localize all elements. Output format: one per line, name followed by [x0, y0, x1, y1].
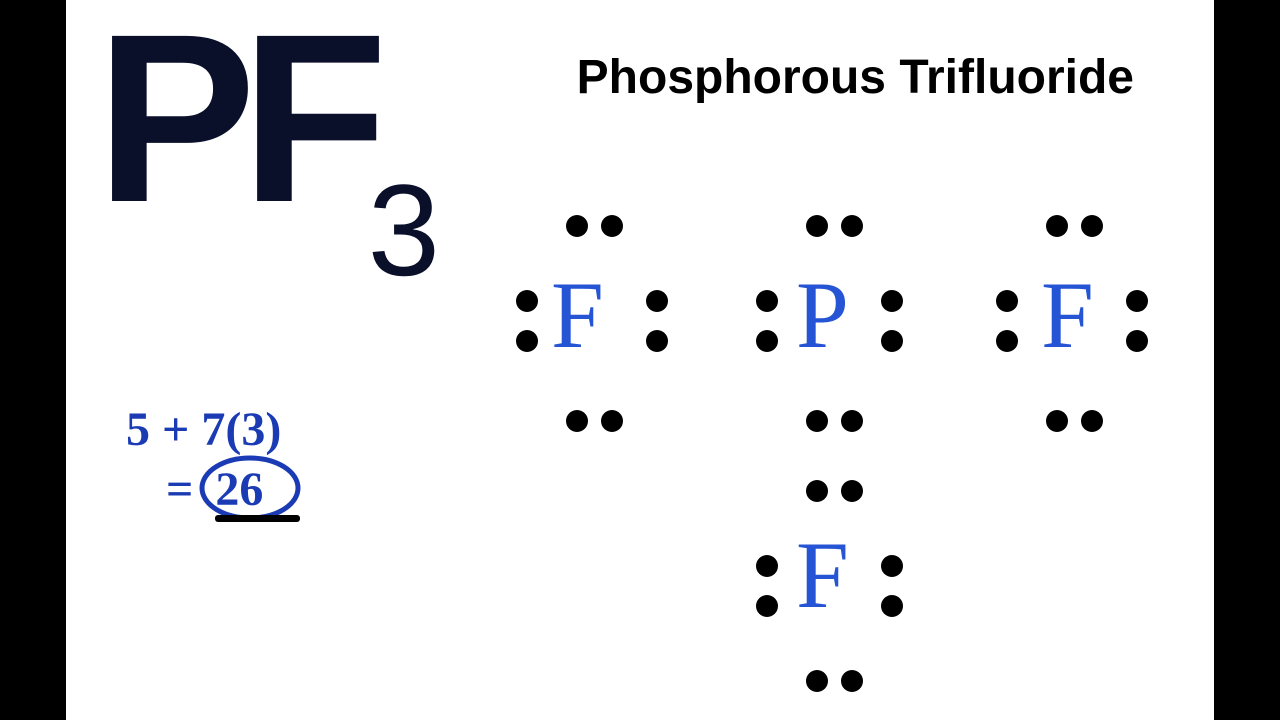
calc-equals: = [166, 463, 193, 516]
atom-label: F [1041, 260, 1094, 370]
electron-dot [756, 595, 778, 617]
electron-dot [1126, 330, 1148, 352]
electron-dot [756, 290, 778, 312]
electron-dot [881, 555, 903, 577]
electron-dot [516, 290, 538, 312]
electron-dot [881, 595, 903, 617]
electron-dot [996, 330, 1018, 352]
electron-dot [806, 215, 828, 237]
electron-dot [1046, 215, 1068, 237]
electron-dot [806, 480, 828, 502]
electron-dot [996, 290, 1018, 312]
electron-dot [841, 670, 863, 692]
electron-dot [516, 330, 538, 352]
atom-label: F [796, 520, 849, 630]
electron-dot [646, 290, 668, 312]
calc-line-1: 5 + 7(3) [126, 400, 281, 460]
atom-label: F [551, 260, 604, 370]
electron-dot [1081, 215, 1103, 237]
electron-dot [566, 215, 588, 237]
atom-label: P [796, 260, 849, 370]
electron-dot [806, 410, 828, 432]
calc-result: 26 [205, 460, 273, 520]
formula-symbols: PF [96, 10, 373, 226]
electron-dot [841, 215, 863, 237]
electron-dot [841, 410, 863, 432]
electron-dot [1081, 410, 1103, 432]
chemical-formula: PF 3 [96, 10, 440, 305]
electron-dot [881, 290, 903, 312]
electron-calculation: 5 + 7(3) = 26 [126, 400, 281, 520]
electron-dot [1126, 290, 1148, 312]
electron-dot [1046, 410, 1068, 432]
electron-dot [756, 330, 778, 352]
calc-result-value: 26 [215, 463, 263, 516]
electron-dot [881, 330, 903, 352]
electron-dot [601, 410, 623, 432]
electron-dot [566, 410, 588, 432]
electron-dot [841, 480, 863, 502]
result-underline [215, 515, 300, 522]
electron-dot [601, 215, 623, 237]
formula-subscript: 3 [368, 155, 440, 305]
compound-name: Phosphorous Trifluoride [577, 50, 1134, 105]
lewis-structure: F P F F [486, 160, 1186, 700]
electron-dot [806, 670, 828, 692]
electron-dot [756, 555, 778, 577]
diagram-canvas: PF 3 Phosphorous Trifluoride 5 + 7(3) = … [66, 0, 1214, 720]
calc-line-2: = 26 [166, 460, 273, 520]
electron-dot [646, 330, 668, 352]
